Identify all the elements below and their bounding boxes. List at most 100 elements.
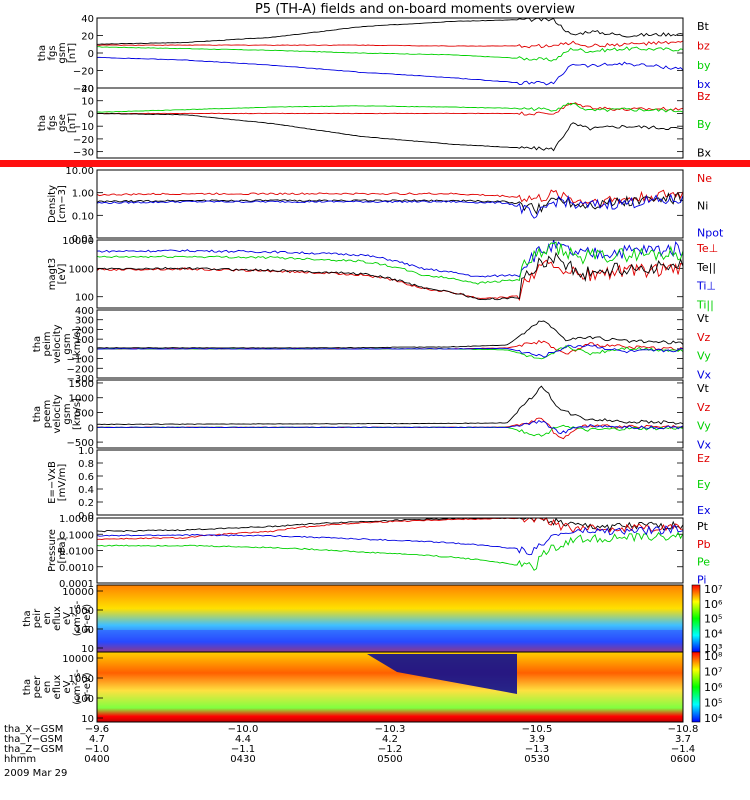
legend-Pi: Pi bbox=[697, 573, 706, 586]
footer-value: 0600 bbox=[670, 754, 695, 765]
y-axis-label: tha bbox=[22, 679, 33, 695]
panel-e-field: 1.0 0.8 0.6 0.4 0.2 0.0 E=−VxB [mV/m] Ez Ey Ex bbox=[47, 446, 711, 522]
series-bz bbox=[96, 40, 684, 49]
y-tick-label: 1.0000 bbox=[59, 514, 94, 525]
series-By bbox=[96, 102, 684, 113]
y-tick-label: −500 bbox=[67, 438, 94, 449]
y-tick-label: 20 bbox=[81, 32, 94, 43]
y-tick-label: 200 bbox=[75, 325, 94, 336]
series-Vx bbox=[97, 420, 684, 435]
footer-value: −1.4 bbox=[671, 744, 695, 755]
y-tick-label: −20 bbox=[73, 135, 94, 146]
y-tick-label: 0 bbox=[88, 49, 94, 60]
panel-frame bbox=[96, 169, 684, 239]
footer-value: 0400 bbox=[84, 754, 109, 765]
colorbar-label: 10⁵ bbox=[704, 697, 722, 710]
legend-Bx: Bx bbox=[697, 146, 712, 159]
y-tick-label: 10000 bbox=[62, 236, 94, 247]
y-axis-label: gsm bbox=[57, 42, 68, 63]
panel-frame bbox=[96, 449, 684, 516]
series-Te|| bbox=[96, 251, 684, 301]
footer-value: −1.0 bbox=[85, 744, 109, 755]
spectrogram-lowenergy bbox=[97, 630, 683, 652]
y-tick-label: 10 bbox=[81, 714, 94, 725]
series-Vt bbox=[96, 320, 684, 349]
y-axis-label: tha bbox=[37, 115, 48, 131]
legend-Vz: Vz bbox=[697, 331, 711, 344]
y-axis-label: fgs bbox=[47, 115, 58, 130]
series-Bt bbox=[97, 17, 684, 45]
y-axis-label: [nPa] bbox=[57, 537, 68, 563]
footer-value: 4.2 bbox=[382, 734, 398, 745]
footer-value: −1.3 bbox=[525, 744, 549, 755]
y-tick-label: 10 bbox=[81, 644, 94, 655]
y-axis-label: peer bbox=[32, 675, 43, 699]
footer-value: 0430 bbox=[230, 754, 255, 765]
y-tick-label: 10 bbox=[81, 97, 94, 108]
footer-row-label: hhmm bbox=[4, 754, 36, 765]
y-tick-label: 0.4 bbox=[78, 485, 94, 496]
y-tick-label: 0 bbox=[88, 423, 94, 434]
footer: tha_X−GSM −9.6 −10.0 −10.3 −10.5 −10.8 tha_Y−G… bbox=[4, 724, 698, 779]
y-axis-label: [nT] bbox=[67, 113, 78, 133]
panel-frame bbox=[96, 239, 684, 309]
panel-frame bbox=[96, 379, 684, 449]
y-axis-label: (cm²-s- bbox=[72, 600, 83, 636]
colorbar-label: 10⁶ bbox=[704, 598, 723, 611]
footer-row-label: tha_Z−GSM bbox=[4, 744, 63, 755]
series-Pi bbox=[96, 525, 684, 556]
colorbar-label: 10⁷ bbox=[704, 666, 722, 679]
y-axis-label: en bbox=[42, 612, 53, 625]
y-tick-label: 10.00 bbox=[65, 166, 94, 177]
series-Ti|| bbox=[96, 241, 684, 285]
legend-Pe: Pe bbox=[697, 556, 710, 569]
y-tick-label: 1500 bbox=[69, 379, 94, 390]
y-axis-label: velocity bbox=[52, 394, 63, 433]
footer-row-label: tha_X−GSM bbox=[4, 724, 63, 735]
y-axis-label: tha bbox=[37, 45, 48, 61]
y-tick-label: −40 bbox=[73, 84, 94, 95]
y-tick-label: −200 bbox=[67, 364, 94, 375]
legend-Pt: Pt bbox=[697, 520, 709, 533]
series-Vx bbox=[96, 344, 684, 358]
footer-value: 0530 bbox=[524, 754, 549, 765]
series-Bx bbox=[96, 112, 684, 152]
y-axis-label: gsm bbox=[62, 333, 73, 354]
y-tick-label: 0.8 bbox=[78, 459, 94, 470]
y-axis-label: peem bbox=[42, 400, 53, 428]
y-axis-label: gse bbox=[57, 114, 68, 132]
chart-title: P5 (TH-A) fields and on-board moments ov… bbox=[255, 2, 575, 17]
series-Ni bbox=[96, 192, 684, 215]
legend-Ez: Ez bbox=[697, 452, 710, 465]
series-Pt bbox=[96, 517, 684, 533]
y-tick-label: 1000 bbox=[69, 606, 94, 617]
y-tick-label: 1000 bbox=[69, 394, 94, 405]
legend-Vx: Vx bbox=[697, 438, 712, 451]
y-axis-label: [km/s] bbox=[72, 398, 83, 430]
y-tick-label: 0.0 bbox=[78, 511, 94, 522]
legend-Vz: Vz bbox=[697, 401, 711, 414]
y-tick-label: 500 bbox=[75, 409, 94, 420]
y-tick-label: −100 bbox=[67, 355, 94, 366]
footer-value: 4.4 bbox=[235, 734, 251, 745]
series-Pe bbox=[96, 531, 684, 571]
series-bx bbox=[96, 56, 684, 86]
y-tick-label: 10000 bbox=[62, 587, 94, 598]
y-axis-label: tha bbox=[32, 336, 43, 352]
legend-Te||: Te|| bbox=[696, 261, 716, 274]
legend-Vy: Vy bbox=[697, 350, 711, 363]
y-tick-label: −20 bbox=[73, 67, 94, 78]
series-Te⊥ bbox=[96, 259, 684, 302]
footer-value: −10.0 bbox=[228, 724, 259, 735]
y-tick-label: 0.10 bbox=[72, 211, 94, 222]
y-tick-label: 20 bbox=[81, 84, 94, 95]
y-axis-label: [eV] bbox=[57, 264, 68, 285]
footer-value: 0500 bbox=[377, 754, 402, 765]
legend-Ni: Ni bbox=[697, 199, 708, 212]
y-tick-label: 300 bbox=[75, 316, 94, 327]
colorbar bbox=[691, 584, 701, 653]
y-tick-label: 0 bbox=[88, 345, 94, 356]
y-axis-label: [km/s] bbox=[72, 328, 83, 360]
